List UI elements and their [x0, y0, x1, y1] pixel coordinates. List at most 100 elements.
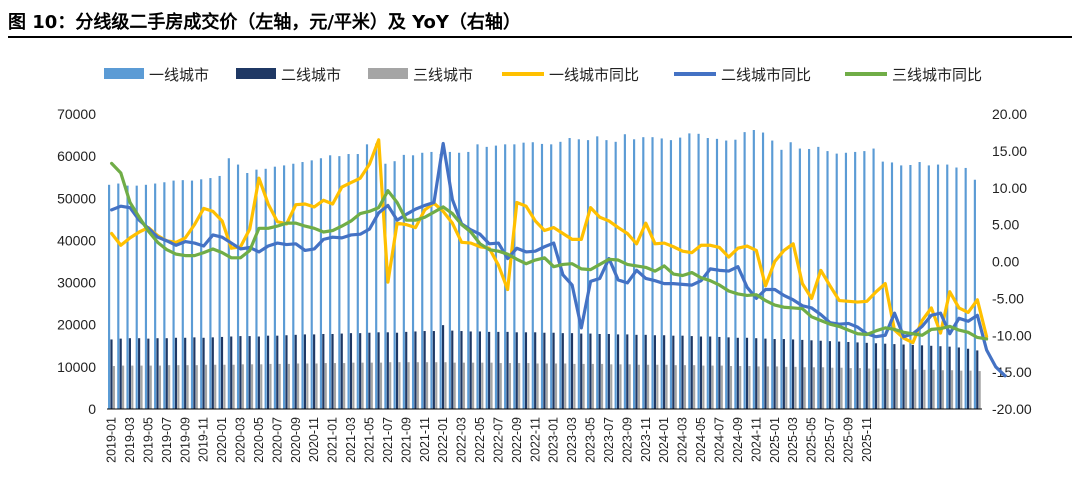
line-2	[110, 141, 1007, 378]
bar-2-68	[736, 337, 739, 409]
bar-2-35	[432, 331, 435, 409]
bar-1-63	[688, 133, 691, 409]
bar-3-9	[195, 365, 198, 409]
bar-2-21	[303, 334, 306, 409]
bar-3-7	[177, 365, 180, 409]
bar-2-85	[893, 344, 896, 409]
bar-2-14	[239, 336, 242, 409]
bar-2-58	[644, 334, 647, 409]
bar-2-78	[828, 341, 831, 409]
x-tick-label: 2024-03	[676, 417, 690, 463]
bar-3-79	[840, 367, 843, 409]
bar-3-51	[582, 363, 585, 409]
bar-3-82	[868, 368, 871, 409]
x-tick-label: 2025-07	[823, 417, 837, 463]
bar-3-68	[739, 366, 742, 409]
bar-1-7	[172, 180, 175, 409]
bar-2-26	[349, 333, 353, 409]
left-tick-label: 10000	[57, 359, 96, 375]
bar-2-59	[653, 335, 656, 409]
bar-2-15	[248, 336, 251, 409]
bar-1-37	[448, 151, 451, 409]
bar-1-48	[550, 144, 553, 409]
bar-1-18	[273, 166, 276, 409]
legend-swatch-3	[368, 68, 408, 79]
bar-3-84	[886, 368, 889, 409]
right-tick-label: 15.00	[992, 143, 1027, 159]
left-tick-label: 50000	[57, 190, 96, 206]
bar-2-37	[451, 330, 454, 409]
bar-1-82	[863, 151, 866, 409]
bar-2-25	[340, 333, 343, 409]
bar-1-22	[310, 160, 313, 409]
bar-1-67	[725, 140, 728, 410]
bar-3-11	[214, 364, 217, 409]
x-tick-label: 2025-03	[786, 417, 800, 463]
bar-3-89	[932, 369, 935, 409]
bar-3-15	[250, 364, 254, 409]
bar-1-69	[743, 132, 746, 409]
bar-1-44	[513, 144, 516, 409]
left-tick-label: 0	[88, 401, 96, 417]
bar-2-27	[359, 333, 362, 409]
bar-2-42	[497, 331, 500, 409]
bar-2-7	[174, 337, 178, 409]
bar-1-28	[365, 144, 369, 409]
x-tick-label: 2024-09	[731, 417, 745, 463]
bar-3-10	[204, 364, 208, 409]
bar-3-22	[315, 363, 318, 409]
bar-3-30	[389, 362, 392, 409]
bar-3-23	[324, 363, 327, 409]
bar-1-16	[255, 169, 258, 409]
bar-3-26	[352, 362, 355, 409]
x-tick-label: 2020-11	[307, 417, 321, 462]
bar-3-83	[877, 368, 880, 409]
bar-3-63	[693, 365, 696, 409]
bar-2-90	[939, 346, 942, 409]
x-tick-label: 2025-11	[860, 417, 874, 462]
bar-2-47	[543, 332, 546, 409]
bar-3-52	[591, 363, 594, 409]
right-tick-label: 20.00	[992, 106, 1027, 122]
bar-2-40	[478, 331, 481, 409]
x-tick-label: 2020-07	[270, 417, 284, 463]
bar-1-40	[476, 144, 479, 409]
bar-1-5	[154, 183, 157, 409]
bar-3-41	[490, 362, 493, 409]
x-tick-label: 2021-05	[363, 417, 377, 463]
left-tick-label: 40000	[57, 232, 96, 248]
bar-1-32	[402, 154, 405, 409]
line-1	[110, 138, 989, 345]
bar-3-20	[297, 363, 300, 409]
bars	[108, 130, 981, 410]
bar-2-62	[681, 335, 684, 409]
right-tick-label: -10.00	[992, 327, 1032, 343]
bar-3-24	[333, 363, 337, 409]
bar-3-56	[628, 364, 631, 409]
bar-1-31	[393, 161, 396, 409]
bar-2-13	[230, 336, 233, 409]
bar-3-3	[140, 365, 143, 409]
bar-2-45	[524, 332, 528, 409]
bar-2-65	[709, 336, 712, 409]
bar-3-8	[186, 365, 189, 409]
x-tick-label: 2019-05	[141, 417, 155, 463]
x-tick-label: 2024-07	[713, 417, 727, 463]
bar-1-42	[494, 145, 498, 410]
bar-3-49	[564, 363, 567, 409]
bar-3-0	[112, 366, 115, 409]
bar-1-10	[200, 179, 203, 409]
bar-1-76	[808, 148, 811, 410]
bar-3-74	[794, 366, 797, 409]
bar-3-73	[785, 366, 788, 409]
bar-3-94	[978, 371, 981, 409]
x-tick-label: 2019-01	[105, 417, 119, 463]
x-tick-label: 2022-03	[455, 417, 469, 463]
bar-2-49	[561, 333, 564, 409]
bar-2-73	[782, 339, 785, 409]
bar-2-0	[110, 339, 113, 409]
bar-2-44	[515, 332, 518, 409]
bar-1-81	[854, 151, 857, 409]
x-tick-label: 2022-11	[528, 417, 542, 462]
bar-1-73	[780, 149, 783, 409]
